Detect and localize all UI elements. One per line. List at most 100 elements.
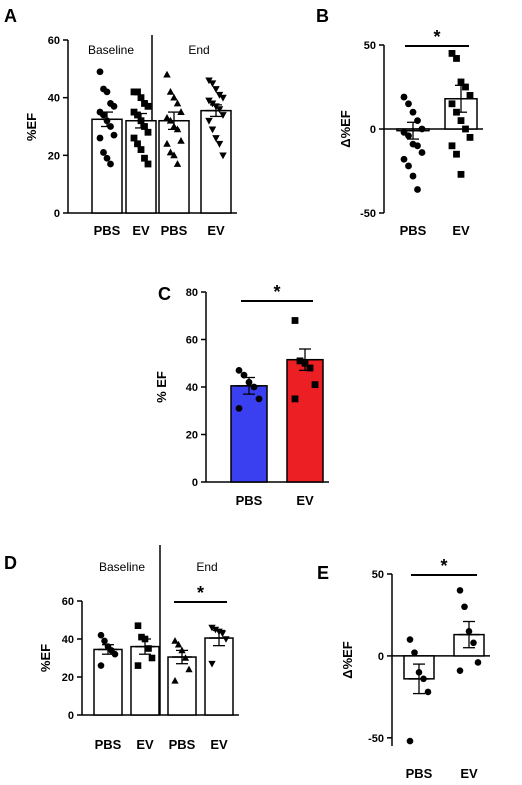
panel-d-letter: D: [4, 553, 17, 573]
panel-c-category-label: EV: [296, 493, 314, 508]
panel-d-y-tick-label: 40: [62, 634, 74, 646]
panel-a-data-point: [215, 106, 224, 114]
panel-a-data-point: [96, 134, 104, 142]
panel-a-data-point: [208, 100, 217, 108]
panel-e-significance-star: *: [440, 556, 447, 576]
panel-a-group-label-end: End: [188, 43, 209, 57]
panel-d-group-label-end: End: [196, 560, 217, 574]
panel-e-data-point: [461, 603, 468, 611]
panel-c-data-point: [240, 371, 248, 379]
panel-b-data-point: [400, 93, 408, 101]
panel-d-bar: [93, 648, 123, 716]
panel-e-y-tick-label: 50: [372, 569, 384, 581]
panel-a-data-point: [163, 70, 171, 78]
panel-e-category-label: PBS: [406, 766, 433, 781]
panel-a-data-point: [205, 97, 213, 105]
panel-a-data-point: [103, 154, 111, 162]
panel-a-data-point: [215, 140, 224, 148]
panel-e-data-point: [406, 636, 414, 643]
panel-d-category-label: PBS: [169, 737, 196, 752]
panel-a-data-point: [130, 108, 138, 116]
panel-a-data-point: [177, 108, 185, 115]
panel-e-data-point: [406, 737, 414, 745]
panel-b-data-point: [462, 83, 469, 91]
panel-b-data-point: [409, 172, 417, 180]
panel-a-data-point: [110, 131, 118, 139]
panel-b-data-point: [466, 134, 474, 141]
panel-b-data-point: [448, 100, 456, 108]
panel-d-data-point: [134, 662, 142, 669]
panel-a-category-label: PBS: [94, 223, 121, 238]
panel-b-data-point: [457, 170, 465, 178]
panel-b-data-point: [414, 186, 421, 193]
panel-e-data-point: [456, 667, 464, 674]
panel-d-category-label: EV: [210, 737, 228, 752]
panel-d-data-point: [174, 640, 183, 648]
panel-c-data-point: [311, 381, 319, 389]
panel-a-data-point: [144, 102, 152, 110]
panel-c-data-point: [306, 364, 314, 372]
panel-e-letter: E: [317, 563, 329, 583]
panel-a-category-label: PBS: [161, 223, 188, 238]
panel-c-significance-star: *: [273, 282, 280, 302]
panel-d-data-point: [97, 631, 105, 639]
panel-b-data-point: [418, 149, 426, 156]
panel-c-data-point: [235, 366, 243, 374]
panel-a-data-point: [205, 117, 213, 125]
panel-b-y-tick-label: 0: [370, 124, 376, 136]
panel-d-bar: [167, 656, 197, 716]
panel-a-data-point: [134, 111, 141, 119]
panel-e-data-point: [411, 649, 418, 656]
panel-a-data-point: [212, 135, 220, 142]
panel-a-data-point: [141, 100, 148, 107]
panel-d-data-point: [111, 650, 119, 658]
panel-e-data-point: [456, 587, 464, 594]
panel-e-data-point: [424, 688, 432, 696]
panel-c-y-tick-label: 60: [186, 335, 198, 347]
panel-c-data-point: [235, 404, 243, 412]
panel-a-data-point: [205, 77, 213, 85]
panel-b-data-point: [453, 55, 460, 62]
panel-a-data-point: [144, 160, 152, 168]
panel-a-y-tick-label: 20: [48, 150, 60, 162]
panel-a-y-label: %EF: [24, 113, 39, 141]
panel-d-group-label-baseline: Baseline: [99, 560, 145, 574]
panel-b-y-tick-label: 50: [364, 40, 376, 52]
panel-a-data-point: [100, 149, 107, 156]
panel-a-data-point: [215, 91, 224, 99]
panel-c-bar: [286, 358, 324, 483]
panel-d-data-point: [138, 633, 145, 641]
panel-b-significance-star: *: [433, 27, 440, 47]
panel-a-data-point: [166, 148, 175, 156]
panel-a-bar: [91, 118, 123, 214]
panel-d-y-tick-label: 20: [62, 672, 74, 684]
panel-c-y-tick-label: 80: [186, 287, 198, 299]
panel-a-y-tick-label: 40: [48, 93, 60, 105]
panel-c-category-label: PBS: [236, 493, 263, 508]
panel-a-data-point: [173, 160, 182, 167]
panel-e-data-point: [474, 659, 482, 666]
panel-a-data-point: [96, 68, 104, 76]
panel-d-data-point: [171, 677, 179, 684]
panel-a-data-point: [173, 99, 182, 107]
panel-b-y-label: Δ%EF: [338, 110, 353, 148]
panel-a-data-point: [163, 113, 171, 121]
panel-c-data-point: [296, 357, 304, 365]
panel-b-category-label: PBS: [400, 223, 427, 238]
panel-c-y-tick-label: 40: [186, 382, 198, 394]
panel-d-data-point: [145, 645, 152, 652]
panel-c-letter: C: [158, 284, 171, 304]
panel-d-bar: [204, 637, 234, 716]
panel-d-data-point: [171, 637, 179, 644]
panel-a-data-point: [107, 160, 114, 168]
panel-d-data-point: [134, 622, 142, 629]
panel-a-data-point: [219, 94, 227, 102]
panel-a-data-point: [141, 154, 148, 162]
panel-c-data-point: [255, 395, 263, 403]
panel-a-data-point: [219, 152, 227, 160]
panel-b-data-point: [409, 108, 417, 116]
panel-c-y-tick-label: 20: [186, 430, 198, 442]
panel-a-data-point: [212, 86, 220, 93]
panel-d-data-point: [218, 630, 227, 638]
panel-d-significance-star: *: [197, 583, 204, 603]
